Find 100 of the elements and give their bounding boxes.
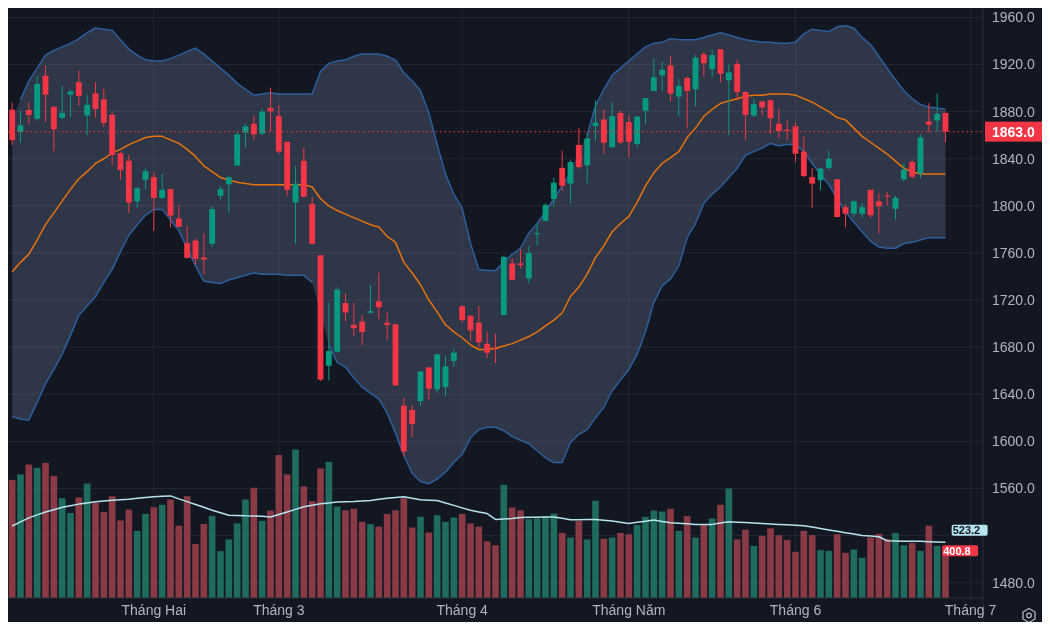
y-tick-label: 1640.0 (992, 386, 1036, 403)
x-tick-label: Tháng 6 (769, 602, 822, 618)
y-tick-label: 1960.0 (992, 9, 1036, 26)
bar (283, 474, 291, 598)
candlestick (184, 225, 191, 259)
candlestick (650, 57, 657, 92)
bar (8, 479, 16, 598)
candlestick (842, 203, 849, 228)
candlestick (100, 88, 107, 128)
x-tick-label: Tháng 3 (253, 602, 305, 618)
candlestick (242, 123, 249, 148)
candlestick (750, 98, 757, 118)
y-tick-label: 1920.0 (992, 56, 1036, 73)
candlestick (725, 64, 732, 136)
bar (17, 474, 24, 598)
candlestick (225, 175, 232, 214)
candlestick (325, 302, 332, 381)
data-label: 400.8 (943, 544, 971, 557)
bar (692, 537, 699, 598)
y-tick-label: 1840.0 (992, 150, 1036, 167)
bar (92, 502, 99, 598)
candlestick (367, 284, 374, 314)
bar (42, 462, 49, 598)
bar (867, 537, 874, 598)
candlestick (509, 257, 516, 281)
y-tick-label: 1680.0 (992, 339, 1036, 356)
y-tick-label: 1760.0 (992, 244, 1036, 261)
candlestick (517, 248, 524, 269)
bar (808, 535, 816, 598)
bar (817, 550, 824, 598)
data-label: 523.2 (952, 524, 981, 537)
candlestick (709, 48, 716, 78)
y-tick-label: 1560.0 (992, 480, 1036, 497)
candlestick (84, 94, 91, 136)
candlestick (909, 159, 916, 179)
bar (83, 483, 91, 598)
candlestick (825, 150, 832, 171)
bar (33, 467, 41, 598)
bar (617, 532, 624, 598)
candlestick (450, 348, 457, 368)
candlestick (550, 177, 557, 208)
bar (258, 520, 266, 598)
bar (167, 499, 174, 598)
candlestick (67, 88, 74, 118)
bar (342, 510, 349, 598)
candlestick (809, 167, 816, 209)
line-series (11, 93, 947, 351)
candlestick (59, 85, 66, 121)
candlestick (134, 186, 141, 209)
candlestick (175, 204, 182, 228)
candlestick (684, 75, 691, 130)
bar (267, 510, 274, 598)
bar (158, 504, 166, 598)
bar (708, 518, 716, 598)
bar (408, 527, 416, 598)
y-tick-label: 1600.0 (992, 433, 1036, 450)
x-tick-label: Tháng 7 (944, 602, 997, 618)
candlestick (559, 150, 566, 192)
bar (558, 532, 566, 598)
bar (933, 545, 941, 598)
bar (683, 516, 691, 598)
y-tick-label: 1480.0 (992, 574, 1036, 591)
bar (717, 504, 724, 598)
candlestick (25, 101, 32, 125)
bar (417, 516, 424, 598)
bar (608, 537, 616, 598)
bar (567, 537, 574, 598)
y-tick-label: 1800.0 (992, 197, 1036, 214)
candlestick (259, 107, 266, 136)
candlestick (150, 172, 157, 232)
x-tick-label: Tháng Hai (121, 602, 187, 618)
candlestick (700, 51, 707, 77)
candlestick (350, 302, 357, 337)
candlestick (375, 272, 382, 320)
bar (292, 449, 299, 598)
candlestick (409, 404, 416, 438)
candlestick (875, 192, 882, 234)
candlestick (659, 61, 666, 92)
x-tick-label: Tháng 4 (436, 602, 489, 618)
bar (892, 532, 899, 598)
candlestick (475, 305, 482, 348)
candlestick (900, 162, 907, 183)
bar (667, 508, 674, 598)
ref-line-label: 1863.0 (992, 123, 1036, 140)
candlestick (359, 314, 366, 346)
bar (858, 557, 866, 598)
bar (658, 511, 666, 598)
bar (917, 550, 924, 598)
candlestick (934, 93, 941, 133)
candlestick (384, 311, 391, 341)
y-tick-label: 1880.0 (992, 103, 1036, 120)
bar (942, 555, 949, 598)
candlestick (534, 223, 541, 246)
bar (908, 543, 916, 598)
candlestick (675, 78, 682, 118)
bar (883, 539, 891, 598)
candlestick (425, 366, 432, 401)
candlestick (200, 232, 207, 275)
x-tick-label: Tháng Năm (592, 602, 666, 618)
y-tick-label: 1720.0 (992, 291, 1036, 308)
